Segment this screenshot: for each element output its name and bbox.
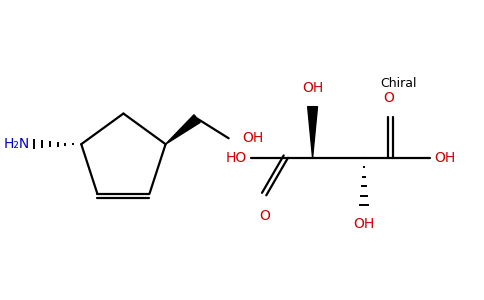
Polygon shape xyxy=(166,115,200,144)
Text: Chiral: Chiral xyxy=(380,77,417,91)
Text: O: O xyxy=(259,209,270,223)
Text: OH: OH xyxy=(242,131,264,145)
Text: OH: OH xyxy=(353,217,375,231)
Text: HO: HO xyxy=(226,151,246,165)
Text: H₂N: H₂N xyxy=(4,137,30,151)
Text: OH: OH xyxy=(434,151,455,165)
Text: OH: OH xyxy=(302,81,323,95)
Polygon shape xyxy=(308,107,318,158)
Text: O: O xyxy=(383,91,394,105)
